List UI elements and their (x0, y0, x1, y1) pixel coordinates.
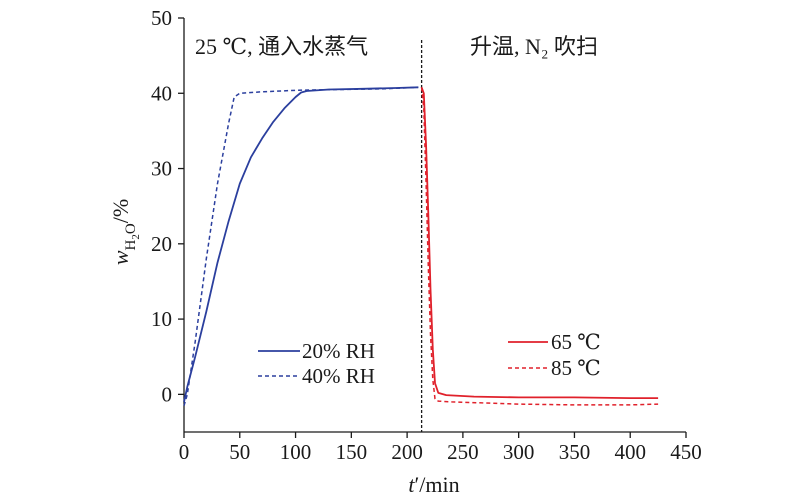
legend-label-85c: 85 ℃ (551, 356, 601, 380)
x-tick-label: 50 (229, 440, 250, 464)
x-tick-label: 450 (670, 440, 702, 464)
series-layer (183, 40, 659, 432)
x-axis-title: t′/min (408, 472, 459, 497)
x-tick-label: 250 (447, 440, 479, 464)
x-tick-label: 150 (336, 440, 368, 464)
axes: 0 50 100 150 200 250 300 350 400 450 0 10 20 30 40 50 (151, 6, 702, 464)
series-line-2 (420, 86, 659, 399)
legend: 20% RH 40% RH 65 ℃ 85 ℃ (258, 330, 601, 388)
legend-label-40rh: 40% RH (302, 364, 375, 388)
x-tick-label: 300 (503, 440, 535, 464)
legend-label-20rh: 20% RH (302, 339, 375, 363)
annotation-left: 25 ℃, 通入水蒸气 (195, 34, 368, 59)
x-tick-label: 400 (614, 440, 646, 464)
y-tick-label: 20 (151, 232, 172, 256)
series-line-3 (420, 87, 659, 406)
y-tick-label: 40 (151, 81, 172, 105)
y-tick-label: 50 (151, 6, 172, 30)
y-tick-label: 10 (151, 307, 172, 331)
y-tick-label: 30 (151, 157, 172, 181)
series-line-1 (183, 86, 419, 406)
y-tick-label: 0 (162, 382, 173, 406)
x-tick-label: 100 (280, 440, 312, 464)
x-tick-label: 0 (179, 440, 190, 464)
annotation-right: 升温, N₂ 吹扫 (470, 34, 598, 59)
x-tick-label: 200 (391, 440, 423, 464)
x-tick-label: 350 (559, 440, 591, 464)
legend-label-65c: 65 ℃ (551, 330, 601, 354)
y-axis-title: wH2O/% (108, 199, 142, 265)
